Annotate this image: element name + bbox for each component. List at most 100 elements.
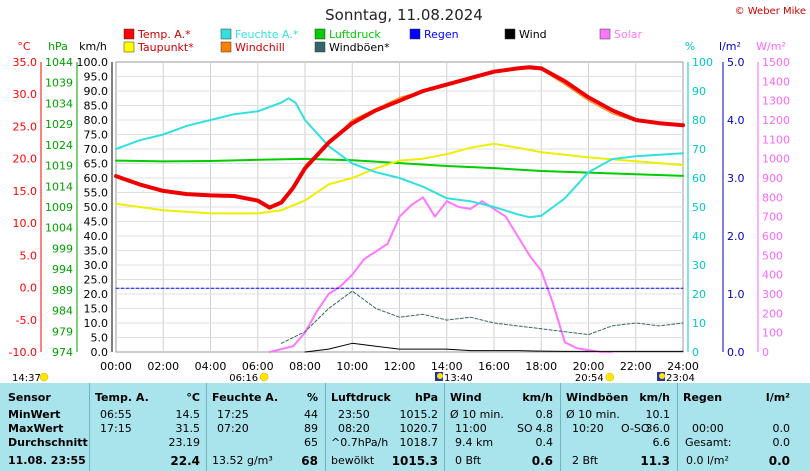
axis-tick-wind: 75.0 [84,129,109,142]
axis-tick-humidity: 0 [692,346,699,359]
series-line-taupunkt [115,142,684,215]
sun-moon-marks: 06:16 13:40 20:54 23:04 14:37 [12,372,695,383]
series-line-feuchtea [115,97,684,219]
x-tick-label: 20:00 [573,360,605,373]
column-divider [560,383,561,471]
legend-swatch [314,41,326,53]
column-divider [206,383,207,471]
axis-tick-pressure: 979 [52,325,73,338]
stats-header-gusts: Windböen [566,391,629,404]
axis-tick-humidity: 60 [692,172,706,185]
axis-tick-solar: 1500 [762,56,790,69]
chart-title: Sonntag, 11.08.2024 [325,6,483,24]
stats-cell: 0.4 [535,436,554,449]
stats-header-pressure: Luftdruck [331,391,391,404]
sun-moon-time: 20:54 [575,373,604,383]
stats-cell: 0.0 [768,454,790,468]
axis-tick-solar: 400 [762,269,783,282]
axis-tick-wind: 50.0 [84,201,109,214]
axis-tick-solar: 200 [762,307,783,320]
axis-tick-wind: 25.0 [84,274,109,287]
axis-tick-rain: 4.0 [727,114,745,127]
column-divider [325,383,326,471]
stats-table: Sensor Temp. A. °C Feuchte A. % Luftdruc… [0,383,810,471]
axis-tick-solar: 1300 [762,95,790,108]
stats-cell: 44 [304,408,318,421]
stats-row-label: MinWert [8,408,61,421]
stats-cell: 4.8 [535,422,554,435]
stats-cell: 10.1 [645,408,671,421]
x-tick-label: 10:00 [336,360,368,373]
axis-unit-temp: °C [17,40,31,53]
legend-label: Luftdruck [329,28,381,41]
stats-cell: 08:20 [338,422,370,435]
axis-tick-solar: 800 [762,191,783,204]
axis-tick-humidity: 50 [692,201,706,214]
x-tick-label: 02:00 [147,360,179,373]
series-line-wind [304,342,684,353]
legend-label: Temp. A.* [137,28,191,41]
legend-swatch [409,28,421,40]
legend-label: Taupunkt* [137,41,194,54]
axis-tick-wind: 5.0 [91,332,109,345]
axis-tick-temp: 25.0 [13,120,38,133]
axis-tick-wind: 90.0 [84,85,109,98]
x-tick-label: 06:00 [242,360,274,373]
stats-cell: 0.0 [772,422,791,435]
stats-header-pressure-unit: hPa [414,391,438,404]
axis-tick-humidity: 90 [692,85,706,98]
stats-cell: 14.5 [175,408,201,421]
stats-cell: 0.0 [772,436,791,449]
axis-tick-temp: 5.0 [20,249,38,262]
stats-cell: 36.0 [645,422,671,435]
axis-tick-wind: 100.0 [77,56,109,69]
sun-moon-time: 13:40 [444,373,473,383]
stats-cell: 10:20 [572,422,604,435]
stats-row-label: 11.08. 23:55 [8,454,86,467]
axis-tick-pressure: 1024 [45,139,73,152]
stats-cell: 68 [301,454,318,468]
axis-tick-rain: 3.0 [727,172,745,185]
credit-label: © Weber Mike [735,6,806,17]
stats-cell: 17:15 [100,422,132,435]
stats-cell: 31.5 [175,422,201,435]
axis-tick-solar: 100 [762,327,783,340]
axis-tick-rain: 1.0 [727,288,745,301]
stats-cell: 07:20 [217,422,249,435]
axis-tick-rain: 2.0 [727,230,745,243]
sun-moon-time: 14:37 [12,373,41,383]
axis-tick-temp: 10.0 [13,217,38,230]
axis-tick-wind: 95.0 [84,71,109,84]
axis-unit-rain: l/m² [719,40,741,53]
axis-tick-solar: 1100 [762,133,790,146]
column-divider [444,383,445,471]
axis-tick-pressure: 1009 [45,201,73,214]
stats-cell: 23.19 [168,436,201,449]
x-tick-label: 14:00 [431,360,463,373]
stats-cell: 1018.7 [399,436,439,449]
stats-cell: Ø 10 min. [566,408,620,421]
axis-tick-solar: 900 [762,172,783,185]
legend-swatch [314,28,326,40]
axis-tick-temp: 35.0 [13,56,38,69]
column-divider [89,383,90,471]
axis-tick-wind: 80.0 [84,114,109,127]
stats-cell: 6.6 [652,436,671,449]
stats-header-wind-unit: km/h [522,391,553,404]
stats-cell: 89 [304,422,318,435]
stats-cell: O-SO [621,422,650,435]
stats-header-humidity-unit: % [306,391,318,404]
stats-cell: 0.8 [535,408,554,421]
axis-tick-wind: 70.0 [84,143,109,156]
legend-label: Windböen* [329,41,390,54]
axis-tick-rain: 5.0 [727,56,745,69]
stats-row-label: MaxWert [8,422,64,435]
axis-tick-solar: 1000 [762,153,790,166]
x-axis: 00:00 02:00 04:00 06:00 08:00 10:00 12:00 14:00… [100,360,699,373]
series-line-tempa [114,65,685,210]
axis-tick-humidity: 100 [692,56,713,69]
sun-icon [259,372,269,382]
axis-tick-humidity: 80 [692,114,706,127]
series-line-solar [268,196,614,353]
axis-tick-humidity: 30 [692,259,706,272]
